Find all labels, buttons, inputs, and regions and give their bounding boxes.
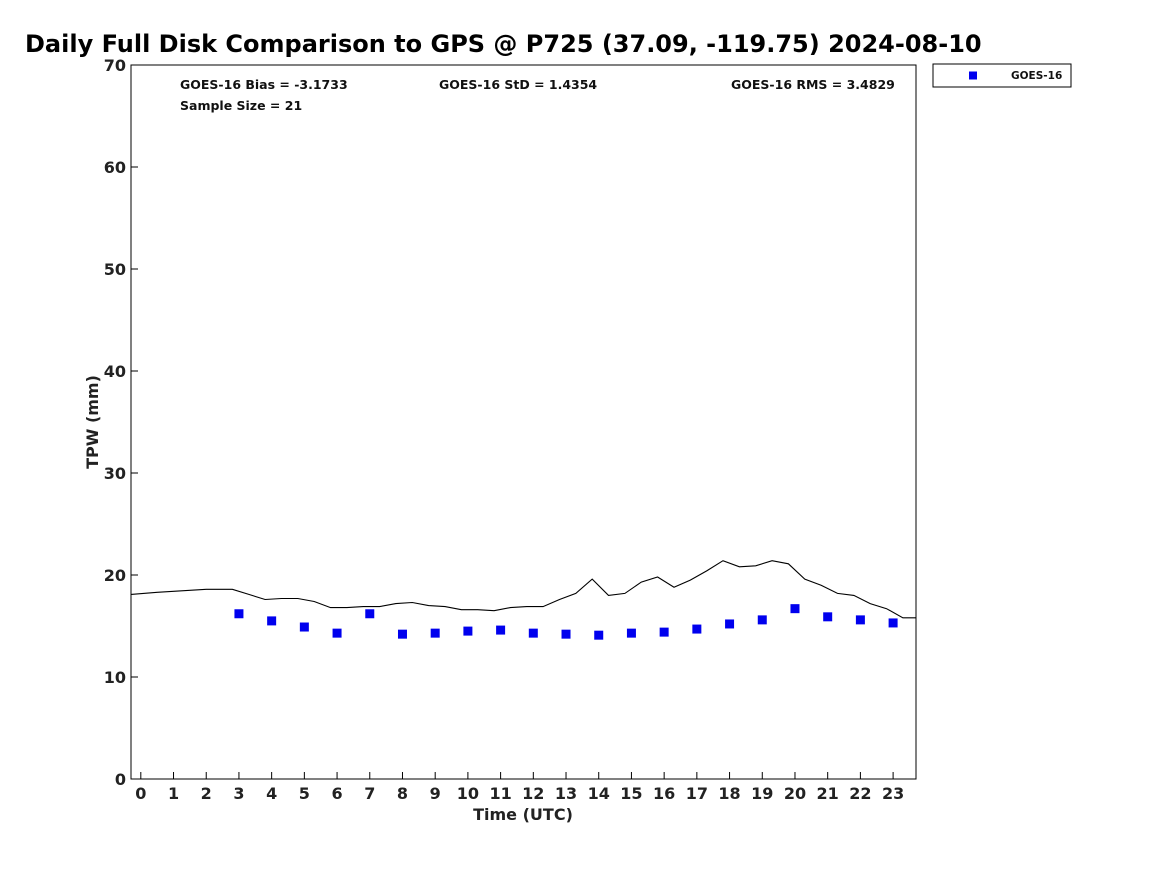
goes16-point: [888, 618, 898, 628]
sample-size-annotation: Sample Size = 21: [180, 98, 302, 113]
goes16-point: [267, 616, 277, 626]
goes16-point: [332, 628, 342, 638]
chart-title: Daily Full Disk Comparison to GPS @ P725…: [25, 30, 982, 58]
x-tick-label: 20: [784, 784, 806, 803]
series-layer: [130, 560, 916, 640]
y-tick-label: 60: [104, 158, 126, 177]
x-tick-label: 17: [686, 784, 708, 803]
x-tick-label: 4: [266, 784, 277, 803]
x-tick-label: 23: [882, 784, 904, 803]
x-tick-label: 5: [299, 784, 310, 803]
goes16-point: [659, 627, 669, 637]
goes16-point: [790, 604, 800, 614]
x-tick-label: 8: [397, 784, 408, 803]
y-tick-label: 50: [104, 260, 126, 279]
y-tick-label: 40: [104, 362, 126, 381]
x-tick-label: 22: [849, 784, 871, 803]
x-tick-label: 10: [457, 784, 479, 803]
y-axis: 0 10 20 30 40 50 60 70: [104, 56, 138, 789]
goes16-point: [496, 625, 506, 635]
legend-box: [932, 63, 1072, 88]
goes16-point: [692, 624, 702, 634]
goes16-point: [855, 615, 865, 625]
legend-marker-goes16: [969, 71, 977, 80]
std-annotation: GOES-16 StD = 1.4354: [439, 77, 597, 92]
x-tick-label: 15: [620, 784, 642, 803]
plot-area: [130, 64, 917, 780]
bias-annotation: GOES-16 Bias = -3.1733: [180, 77, 348, 92]
rms-annotation: GOES-16 RMS = 3.4829: [731, 77, 895, 92]
goes16-point: [528, 628, 538, 638]
x-tick-label: 6: [331, 784, 342, 803]
x-tick-label: 21: [817, 784, 839, 803]
x-tick-label: 2: [201, 784, 212, 803]
y-tick-label: 30: [104, 464, 126, 483]
y-tick-label: 10: [104, 668, 126, 687]
goes16-point: [594, 630, 604, 640]
goes16-point: [757, 615, 767, 625]
x-tick-label: 12: [522, 784, 544, 803]
x-tick-label: 1: [168, 784, 179, 803]
goes16-point: [365, 609, 375, 619]
x-tick-label: 16: [653, 784, 675, 803]
x-tick-label: 7: [364, 784, 375, 803]
x-tick-label: 13: [555, 784, 577, 803]
goes16-point: [430, 628, 440, 638]
goes16-point: [725, 619, 735, 629]
goes16-point: [561, 629, 571, 639]
x-axis-label: Time (UTC): [473, 805, 573, 824]
legend-label-goes16: GOES-16: [1011, 70, 1062, 82]
y-axis-label: TPW (mm): [83, 375, 102, 469]
x-tick-label: 18: [718, 784, 740, 803]
y-tick-label: 0: [115, 770, 126, 789]
y-tick-label: 20: [104, 566, 126, 585]
x-tick-label: 11: [489, 784, 511, 803]
x-axis: 0 1 2 3 4 5 6 7 8 9 10 11 12 13 14 15 16 17 18 19 20 21 22 23: [135, 772, 904, 803]
y-tick-label: 70: [104, 56, 126, 75]
goes16-point: [397, 629, 407, 639]
goes16-point: [626, 628, 636, 638]
goes16-point: [299, 622, 309, 632]
legend: GOES-16: [932, 63, 1072, 88]
x-tick-label: 14: [588, 784, 610, 803]
goes16-point: [823, 612, 833, 622]
gps-line: [130, 560, 916, 619]
x-tick-label: 19: [751, 784, 773, 803]
x-tick-label: 0: [135, 784, 146, 803]
goes16-point: [463, 626, 473, 636]
x-tick-label: 9: [430, 784, 441, 803]
x-tick-label: 3: [233, 784, 244, 803]
goes16-point: [234, 609, 244, 619]
